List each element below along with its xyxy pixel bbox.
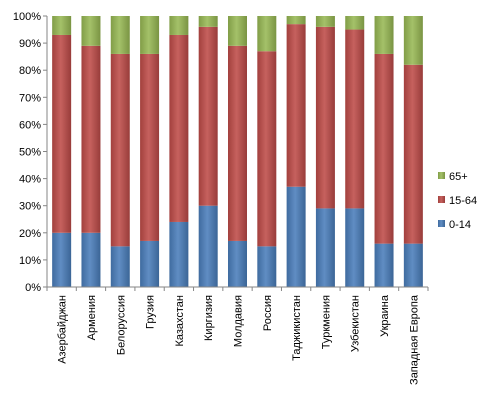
y-tick-label: 40% <box>19 174 41 186</box>
y-tick-label: 50% <box>19 147 41 159</box>
bar-15-64-Россия <box>257 51 277 247</box>
bar-0-14-Украина <box>374 243 394 287</box>
bar-65+-Армения <box>81 16 101 46</box>
bar-65+-Туркмения <box>315 16 335 27</box>
legend-swatch-65+ <box>438 172 445 179</box>
x-tick-labels: Азербайджан Армения Белоруссия Грузия Казахс… <box>57 294 421 385</box>
y-tick-label: 100% <box>13 11 41 23</box>
bar-15-64-Казахстан <box>169 34 189 222</box>
bar-65+-Казахстан <box>169 16 189 35</box>
x-tick-label: Западная Европа <box>408 294 420 385</box>
x-tick-label: Узбекистан <box>350 295 362 352</box>
bar-0-14-Россия <box>257 246 277 287</box>
y-tick-label: 70% <box>19 92 41 104</box>
x-tick-label: Казахстан <box>174 295 186 347</box>
bar-15-64-Белоруссия <box>110 53 130 247</box>
y-tick-label: 20% <box>19 228 41 240</box>
x-tick-label: Туркмения <box>320 295 332 349</box>
legend-label-65+: 65+ <box>449 171 468 183</box>
bar-15-64-Туркмения <box>315 26 335 209</box>
bar-65+-Киргизия <box>198 16 218 27</box>
y-tick-label: 10% <box>19 255 41 267</box>
bar-0-14-Западная Европа <box>403 243 423 287</box>
bar-0-14-Молдавия <box>228 240 247 287</box>
legend-label-0-14: 0-14 <box>449 219 471 231</box>
x-tick-label: Грузия <box>145 295 157 329</box>
bar-15-64-Узбекистан <box>345 29 365 209</box>
x-tick-label: Киргизия <box>203 295 215 341</box>
bar-15-64-Азербайджан <box>52 34 72 233</box>
bar-15-64-Армения <box>81 45 101 233</box>
x-tick-label: Молдавия <box>233 295 245 347</box>
y-tick-labels: 0% 10% 20% 30% 40% 50% 60% 70% 80% 90% 100% <box>13 11 41 294</box>
bar-65+-Украина <box>374 16 394 54</box>
bar-65+-Азербайджан <box>52 16 72 35</box>
bar-15-64-Западная Европа <box>403 64 423 244</box>
x-tick-label: Азербайджан <box>57 295 69 364</box>
y-tick-label: 60% <box>19 119 41 131</box>
bar-65+-Грузия <box>140 16 160 54</box>
bar-65+-Россия <box>257 16 277 52</box>
y-tick-label: 90% <box>19 38 41 50</box>
bar-15-64-Украина <box>374 53 394 244</box>
bar-0-14-Узбекистан <box>345 208 365 287</box>
legend: 65+ 15-64 0-14 <box>438 171 477 231</box>
bar-0-14-Армения <box>81 232 101 287</box>
bar-65+-Молдавия <box>228 16 247 46</box>
y-tick-label: 30% <box>19 201 41 213</box>
bar-0-14-Туркмения <box>315 208 335 287</box>
x-tick-label: Россия <box>262 295 274 331</box>
bar-0-14-Азербайджан <box>52 232 72 287</box>
bars-group <box>52 16 423 287</box>
x-tick-label: Армения <box>86 295 98 340</box>
bar-65+-Узбекистан <box>345 16 365 30</box>
bar-0-14-Казахстан <box>169 221 189 287</box>
y-tick-label: 0% <box>25 282 41 294</box>
bar-65+-Белоруссия <box>110 16 130 54</box>
x-tick-label: Украина <box>379 294 391 337</box>
y-tick-label: 80% <box>19 65 41 77</box>
bar-15-64-Киргизия <box>198 26 218 206</box>
legend-swatch-0-14 <box>438 220 445 227</box>
legend-swatch-15-64 <box>438 196 445 203</box>
bar-15-64-Грузия <box>140 53 160 241</box>
bar-15-64-Таджикистан <box>286 24 306 187</box>
bar-0-14-Грузия <box>140 240 160 287</box>
bar-0-14-Белоруссия <box>110 246 130 287</box>
bar-65+-Западная Европа <box>403 16 423 65</box>
legend-label-15-64: 15-64 <box>449 195 477 207</box>
bar-65+-Таджикистан <box>286 16 306 25</box>
axes-group <box>43 15 429 291</box>
bar-15-64-Молдавия <box>228 45 247 241</box>
x-tick-label: Белоруссия <box>115 295 127 355</box>
bar-0-14-Киргизия <box>198 205 218 287</box>
x-tick-label: Таджикистан <box>291 295 303 361</box>
bar-0-14-Таджикистан <box>286 186 306 287</box>
